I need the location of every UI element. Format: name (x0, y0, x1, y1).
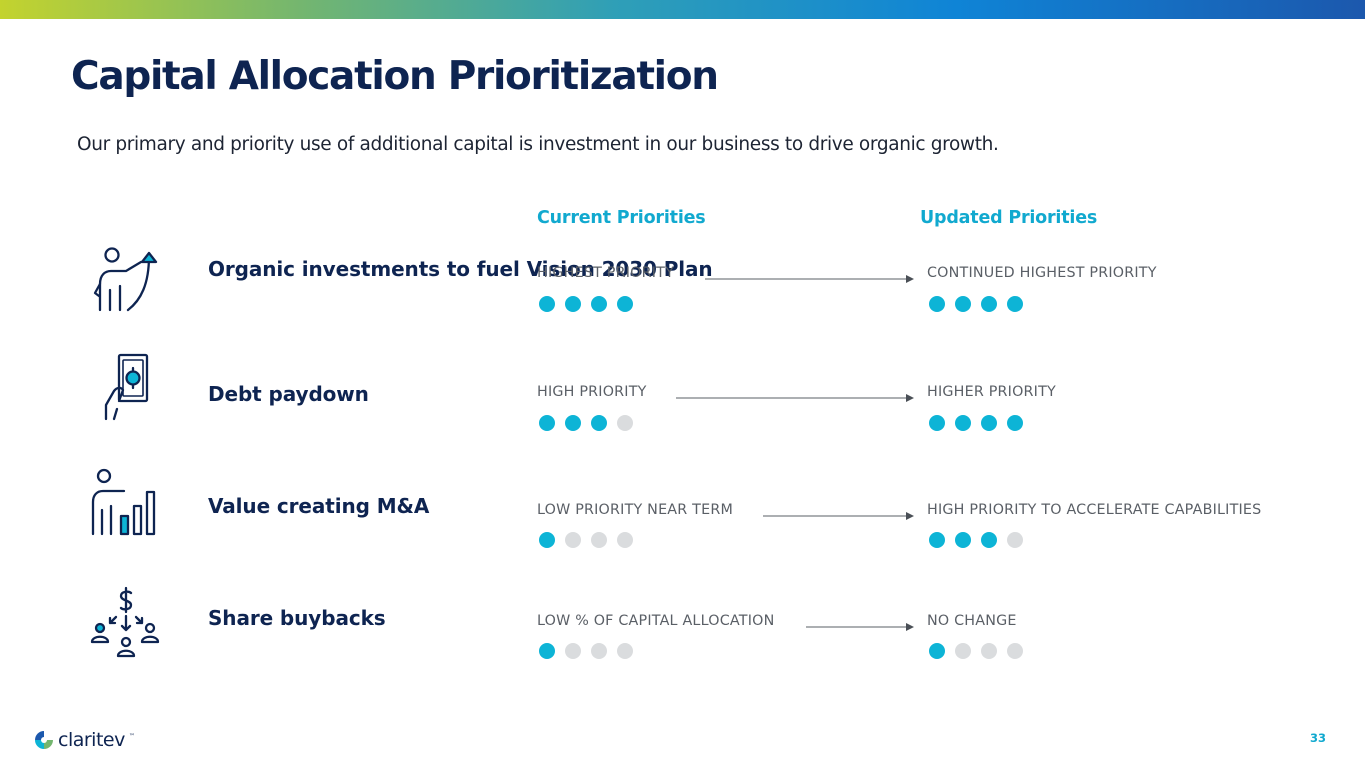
priority-dot-empty (565, 643, 581, 659)
priority-dot-empty (1007, 532, 1023, 548)
priority-row: Debt paydown HIGH PRIORITY HIGHER PRIORI… (0, 345, 1365, 445)
current-priority-text: HIGH PRIORITY (537, 384, 647, 400)
priority-row: Share buybacks LOW % OF CAPITAL ALLOCATI… (0, 583, 1365, 683)
priority-dot-empty (617, 532, 633, 548)
priority-dot-empty (981, 643, 997, 659)
row-label: Debt paydown (208, 382, 369, 406)
column-header-updated: Updated Priorities (920, 208, 1098, 228)
current-priority-dots (539, 532, 633, 548)
current-priority-dots (539, 415, 633, 431)
dollar-distribution-people-icon (90, 586, 160, 658)
logo-wordmark: claritev (58, 729, 125, 751)
priority-dot-filled (981, 532, 997, 548)
updated-priority-text: CONTINUED HIGHEST PRIORITY (927, 265, 1157, 281)
priority-dot-filled (539, 415, 555, 431)
person-bar-chart-icon (91, 468, 156, 536)
row-label: Share buybacks (208, 606, 386, 630)
claritev-logo: claritev ™ (34, 729, 135, 751)
updated-priority-dots (929, 296, 1023, 312)
priority-dot-filled (1007, 296, 1023, 312)
arrow-right-icon (676, 388, 914, 402)
row-label: Organic investments to fuel Vision 2030 … (208, 257, 713, 281)
priority-dot-filled (539, 643, 555, 659)
priority-dot-filled (929, 415, 945, 431)
priority-dot-filled (955, 415, 971, 431)
priority-row: Organic investments to fuel Vision 2030 … (0, 240, 1365, 340)
priority-dot-filled (929, 532, 945, 548)
page-number: 33 (1310, 731, 1327, 745)
priority-dot-filled (565, 296, 581, 312)
updated-priority-text: HIGH PRIORITY TO ACCELERATE CAPABILITIES (927, 502, 1262, 518)
updated-priority-dots (929, 532, 1023, 548)
priority-dot-filled (539, 532, 555, 548)
priority-dot-filled (591, 415, 607, 431)
current-priority-text: LOW PRIORITY NEAR TERM (537, 502, 733, 518)
updated-priority-text: HIGHER PRIORITY (927, 384, 1056, 400)
slide-title: Capital Allocation Prioritization (71, 54, 719, 99)
hand-holding-cash-icon (104, 353, 149, 421)
priority-dot-filled (565, 415, 581, 431)
slide-subtitle: Our primary and priority use of addition… (77, 134, 999, 155)
priority-dot-filled (539, 296, 555, 312)
current-priority-dots (539, 296, 633, 312)
updated-priority-dots (929, 643, 1023, 659)
current-priority-text: HIGHEST PRIORITY (537, 265, 675, 281)
current-priority-text: LOW % OF CAPITAL ALLOCATION (537, 613, 775, 629)
updated-priority-dots (929, 415, 1023, 431)
priority-dot-filled (617, 296, 633, 312)
priority-dot-filled (1007, 415, 1023, 431)
person-growth-arrow-icon (93, 247, 158, 312)
priority-dot-filled (955, 296, 971, 312)
arrow-right-icon (806, 617, 914, 631)
arrow-right-icon (705, 269, 914, 283)
priority-dot-filled (981, 415, 997, 431)
priority-dot-filled (955, 532, 971, 548)
priority-dot-empty (1007, 643, 1023, 659)
priority-dot-empty (955, 643, 971, 659)
row-label: Value creating M&A (208, 494, 430, 518)
priority-dot-empty (617, 415, 633, 431)
priority-row: Value creating M&A LOW PRIORITY NEAR TER… (0, 462, 1365, 562)
arrow-right-icon (763, 506, 914, 520)
priority-dot-empty (591, 532, 607, 548)
priority-dot-empty (617, 643, 633, 659)
priority-dot-filled (929, 296, 945, 312)
logo-trademark: ™ (128, 732, 135, 740)
priority-dot-filled (591, 296, 607, 312)
priority-dot-empty (565, 532, 581, 548)
updated-priority-text: NO CHANGE (927, 613, 1017, 629)
priority-dot-filled (929, 643, 945, 659)
current-priority-dots (539, 643, 633, 659)
top-gradient-bar (0, 0, 1365, 19)
priority-dot-filled (981, 296, 997, 312)
claritev-logo-icon (35, 731, 53, 749)
priority-dot-empty (591, 643, 607, 659)
column-header-current: Current Priorities (537, 208, 706, 228)
